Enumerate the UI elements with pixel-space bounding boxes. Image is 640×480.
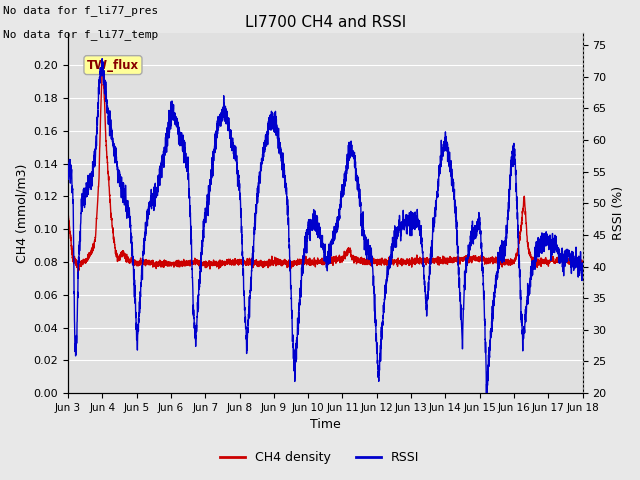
X-axis label: Time: Time xyxy=(310,419,340,432)
Title: LI7700 CH4 and RSSI: LI7700 CH4 and RSSI xyxy=(244,15,406,30)
Legend: CH4 density, RSSI: CH4 density, RSSI xyxy=(216,446,424,469)
Text: No data for f_li77_pres: No data for f_li77_pres xyxy=(3,5,159,16)
Text: No data for f_li77_temp: No data for f_li77_temp xyxy=(3,29,159,40)
Y-axis label: RSSI (%): RSSI (%) xyxy=(612,186,625,240)
Y-axis label: CH4 (mmol/m3): CH4 (mmol/m3) xyxy=(15,163,28,263)
Text: TW_flux: TW_flux xyxy=(87,59,139,72)
